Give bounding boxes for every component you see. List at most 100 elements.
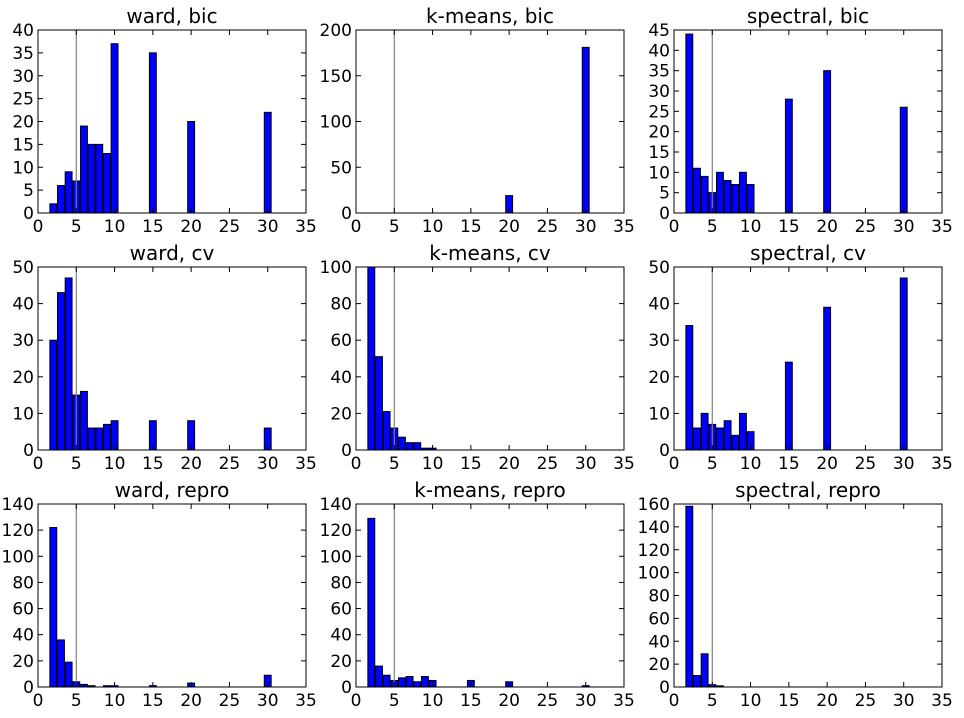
chart-title: spectral, repro [735, 478, 881, 502]
bar [700, 175, 709, 214]
x-tick-label: 0 [33, 454, 44, 474]
bar [899, 277, 908, 451]
y-tick-label: 120 [320, 521, 352, 541]
chart-title: ward, repro [115, 478, 230, 502]
x-tick-label: 0 [351, 454, 362, 474]
y-tick-label: 35 [648, 62, 670, 82]
axes-frame [37, 266, 307, 451]
y-tick-label: 30 [648, 82, 670, 102]
bar [187, 121, 196, 214]
x-tick-label: 5 [71, 217, 82, 237]
x-tick-label: 20 [498, 217, 520, 237]
y-tick-label: 40 [648, 295, 670, 315]
y-tick-label: 80 [330, 573, 352, 593]
bar [367, 517, 376, 688]
x-tick-label: 25 [537, 691, 559, 711]
x-tick-label: 10 [104, 454, 126, 474]
y-tick-label: 10 [12, 158, 34, 178]
x-tick-label: 30 [893, 217, 915, 237]
bar [723, 179, 732, 214]
y-tick-label: 80 [330, 295, 352, 315]
chart-panel-2: 0 5 10 15 20 25 30 35 0 50 100 150 200 k-means, bic [320, 4, 635, 237]
bar [49, 339, 58, 451]
axes-frame [355, 266, 625, 451]
x-tick-label: 35 [613, 454, 635, 474]
y-tick-label: 40 [12, 295, 34, 315]
y-tick-label: 15 [648, 143, 670, 163]
bar [80, 390, 88, 451]
y-tick-label: 0 [659, 441, 670, 461]
bar [398, 436, 406, 451]
axes-background [356, 30, 624, 213]
bar [57, 639, 65, 688]
x-tick-label: 30 [893, 691, 915, 711]
chart-title: k-means, bic [426, 4, 554, 28]
y-tick-label: 120 [2, 521, 34, 541]
axes-background [674, 267, 942, 450]
y-tick-label: 0 [341, 441, 352, 461]
bar [413, 681, 422, 688]
bar [148, 52, 157, 214]
axes-frame [37, 503, 307, 688]
x-tick-label: 15 [460, 217, 482, 237]
y-tick-label: 5 [659, 184, 670, 204]
bar [263, 111, 272, 214]
axes-frame [673, 266, 943, 451]
y-tick-label: 10 [648, 404, 670, 424]
y-tick-label: 30 [12, 331, 34, 351]
y-tick-label: 100 [638, 564, 670, 584]
y-tick-label: 20 [330, 404, 352, 424]
bar [49, 527, 58, 688]
x-tick-label: 25 [219, 691, 241, 711]
bar [95, 143, 104, 214]
bar [693, 427, 701, 451]
chart-title: ward, cv [130, 241, 215, 265]
bar [823, 70, 832, 214]
x-tick-label: 20 [498, 454, 520, 474]
bar [693, 675, 701, 688]
x-tick-label: 0 [351, 217, 362, 237]
x-tick-label: 15 [142, 217, 164, 237]
x-tick-label: 10 [422, 454, 444, 474]
x-tick-label: 5 [389, 454, 400, 474]
x-tick-label: 0 [669, 217, 680, 237]
y-tick-label: 20 [12, 652, 34, 672]
bar [899, 106, 908, 214]
axes-background [674, 504, 942, 687]
bar [413, 442, 422, 451]
x-tick-label: 15 [778, 217, 800, 237]
chart-panel-7: 0 5 10 15 20 25 30 35 0 20 40 60 80 100 120 140 ward, re… [2, 478, 317, 711]
bar [95, 427, 104, 451]
x-tick-label: 15 [460, 454, 482, 474]
y-tick-label: 40 [648, 632, 670, 652]
y-tick-label: 50 [12, 258, 34, 278]
axes-background [356, 267, 624, 450]
bar [80, 125, 88, 214]
bar [420, 676, 429, 688]
y-tick-label: 40 [12, 21, 34, 41]
bar [49, 203, 58, 214]
chart-title: k-means, cv [429, 241, 551, 265]
bar [731, 184, 740, 214]
x-tick-label: 30 [257, 454, 279, 474]
bar [382, 674, 391, 688]
y-tick-label: 20 [12, 368, 34, 388]
bar [87, 143, 96, 214]
y-tick-label: 50 [648, 258, 670, 278]
bar [405, 676, 414, 688]
x-tick-label: 15 [460, 691, 482, 711]
x-tick-label: 15 [778, 454, 800, 474]
axes-background [38, 504, 306, 687]
y-tick-label: 100 [2, 547, 34, 567]
bar [102, 423, 111, 451]
x-tick-label: 20 [180, 691, 202, 711]
bar [685, 325, 694, 451]
y-tick-label: 0 [23, 441, 34, 461]
y-tick-label: 100 [320, 258, 352, 278]
y-tick-label: 120 [638, 541, 670, 561]
x-tick-label: 0 [33, 691, 44, 711]
x-tick-label: 5 [707, 454, 718, 474]
bar [716, 171, 724, 214]
y-tick-label: 140 [2, 495, 34, 515]
